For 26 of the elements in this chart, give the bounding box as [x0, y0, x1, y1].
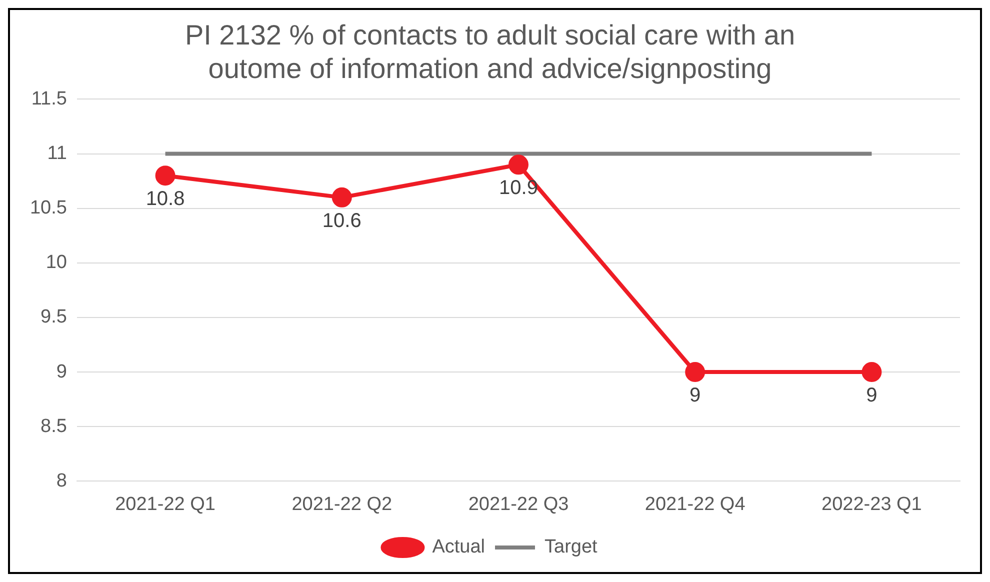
point: [862, 362, 882, 382]
data-label: 10.8: [146, 188, 185, 210]
data-label: 9: [690, 384, 701, 407]
data-label: 10.9: [499, 177, 538, 200]
y-tick-label: 11.5: [31, 88, 67, 110]
legend-label: Actual: [432, 536, 486, 558]
y-tick-label: 11: [47, 143, 67, 164]
point: [332, 187, 352, 208]
data-label: 9: [866, 384, 878, 407]
x-tick-label: 2021-22 Q2: [292, 494, 392, 515]
x-tick-label: 2021-22 Q1: [115, 494, 216, 515]
y-tick-label: 9.5: [40, 306, 67, 328]
data-label: 10.6: [322, 210, 362, 232]
y-tick-label: 10: [46, 252, 67, 274]
point: [508, 154, 528, 175]
y-tick-label: 8.5: [40, 416, 67, 437]
x-tick-label: 2021-22 Q4: [644, 494, 746, 515]
y-tick-label: 10.5: [30, 198, 67, 219]
chart-title: PI 2132 % of contacts to adult social care with an outome of information and advice/signposting: [184, 20, 796, 84]
point: [685, 362, 706, 382]
y-tick-label: 8: [56, 470, 67, 492]
point: [155, 166, 176, 186]
y-tick-label: 9: [56, 361, 67, 382]
x-tick-label: 2021-22 Q3: [468, 494, 569, 515]
legend-label: Target: [544, 536, 598, 558]
x-tick-label: 2022-23 Q1: [822, 494, 922, 515]
